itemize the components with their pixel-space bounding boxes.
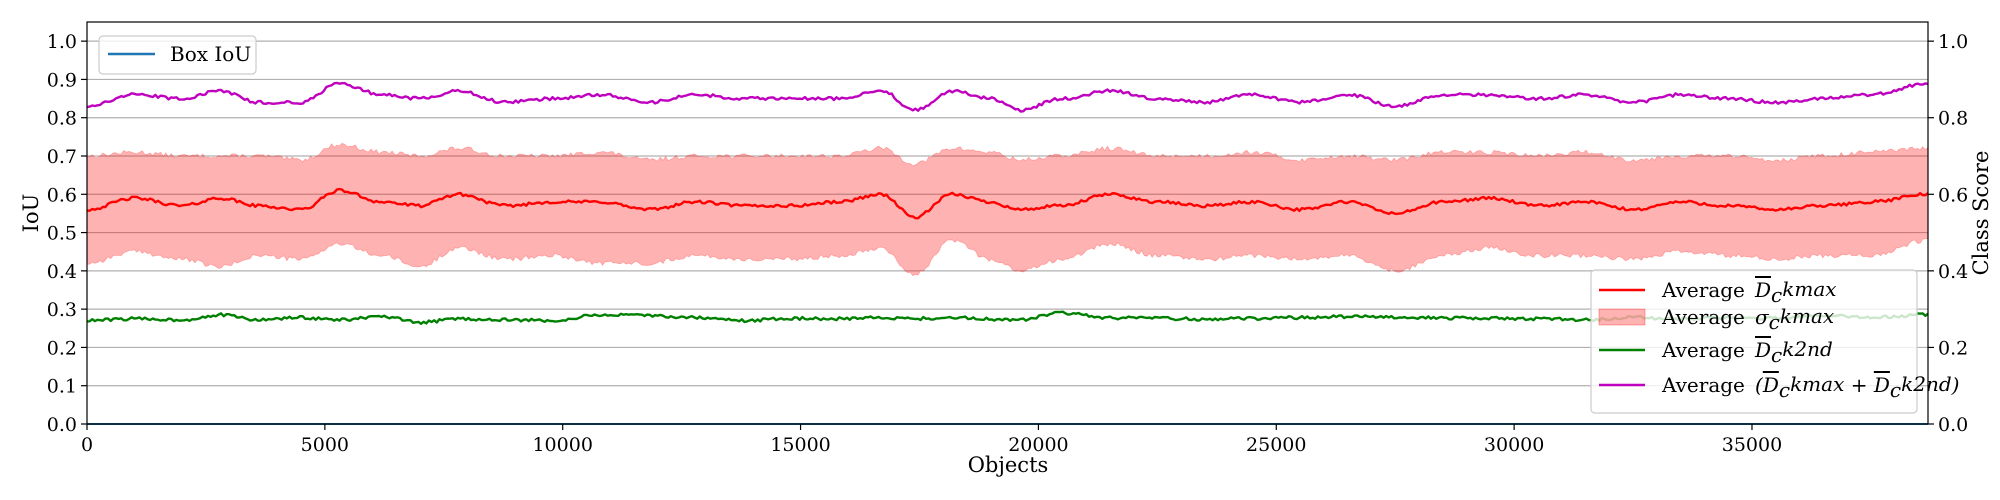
legend-label-avg-dkmax: Dckmax	[1754, 277, 1837, 307]
y-right-tick-label: 0.6	[1938, 184, 1968, 206]
y-tick-label: 0.4	[47, 261, 77, 283]
plot-frame	[86, 21, 1929, 425]
y-tick-label: 0.7	[47, 146, 77, 168]
y-axis-label-left: IoU	[19, 194, 43, 233]
x-tick-label: 20000	[1008, 434, 1068, 456]
y-axis-ticks-left: 0.0 0.1 0.2 0.3 0.4 0.5 0.6 0.7 0.8 0.9 1.0	[47, 31, 87, 436]
y-right-tick-label: 0.0	[1938, 414, 1968, 436]
y-axis-ticks-right: 0.0 0.2 0.4 0.6 0.8 1.0	[1928, 31, 1968, 436]
y-tick-label: 0.5	[47, 223, 77, 245]
legend-prefix: Average	[1661, 338, 1745, 362]
legend-label-avg-dk2nd: Dck2nd	[1754, 337, 1833, 367]
series-1-line	[86, 187, 1929, 220]
y-tick-label: 0.3	[47, 299, 77, 321]
y-right-tick-label: 0.2	[1938, 337, 1968, 359]
legend-box	[98, 35, 257, 75]
y-tick-label: 1.0	[47, 31, 77, 53]
legend-top-left: Box IoU	[98, 35, 257, 75]
x-tick-label: 5000	[301, 434, 349, 456]
legend-prefix: Average	[1661, 305, 1745, 329]
series-4-line	[86, 81, 1929, 113]
y-tick-label: 0.1	[47, 376, 77, 398]
y-right-tick-label: 1.0	[1938, 31, 1968, 53]
legend-label-avg-sum: (Dckmax + Dck2nd)	[1755, 372, 1959, 402]
legend-prefix: Average	[1661, 278, 1745, 302]
legend-swatch-avg-sigma	[1598, 308, 1646, 326]
x-tick-label: 25000	[1246, 434, 1306, 456]
y-tick-label: 0.9	[47, 69, 77, 91]
y-right-tick-label: 0.8	[1938, 108, 1968, 130]
x-tick-label: 10000	[532, 434, 592, 456]
std-band-area	[86, 142, 1929, 277]
x-tick-label: 35000	[1722, 434, 1782, 456]
x-tick-label: 30000	[1484, 434, 1544, 456]
legend-label-box-iou: Box IoU	[170, 42, 251, 66]
x-axis-ticks: 0 5000 10000 15000 20000 25000 30000 35000	[81, 424, 1782, 456]
legend-prefix: Average	[1661, 373, 1745, 397]
legend-bottom-right: Average Dckmax Average σckmax Average Dc…	[1590, 269, 1959, 414]
y-tick-label: 0.2	[47, 337, 77, 359]
x-axis-label: Objects	[968, 453, 1049, 477]
y-tick-label: 0.6	[47, 184, 77, 206]
y-right-tick-label: 0.4	[1938, 261, 1968, 283]
gridlines	[87, 40, 1928, 425]
x-tick-label: 15000	[770, 434, 830, 456]
y-tick-label: 0.8	[47, 108, 77, 130]
y-axis-label-right: Class Score	[1969, 151, 1993, 276]
legend-label-avg-sigma: σckmax	[1755, 304, 1834, 334]
legend-box	[1590, 269, 1918, 414]
x-tick-label: 0	[81, 434, 93, 456]
y-tick-label: 0.0	[47, 414, 77, 436]
std-band-layer	[86, 142, 1929, 277]
